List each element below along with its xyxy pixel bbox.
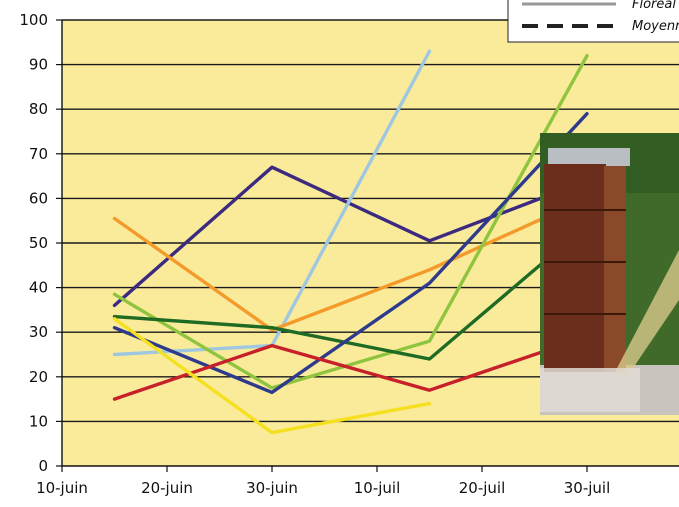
y-tick-label: 10	[29, 412, 48, 430]
x-tick-label: 20-juin	[141, 479, 193, 497]
legend: Floréal Moyenne	[507, 0, 679, 43]
y-tick-label: 0	[38, 457, 48, 475]
x-axis-ticks: 10-juin 20-juin 30-juin 10-juil 20-juil 30-ju…	[36, 466, 610, 497]
hive-roof	[548, 148, 630, 166]
series-line-7	[112, 335, 589, 401]
series-line-8	[112, 317, 432, 435]
hive-frame	[615, 250, 679, 380]
legend-box	[507, 0, 679, 43]
legend-entry-1: Floréal	[632, 0, 676, 12]
series-line-3	[112, 196, 589, 332]
y-tick-label: 100	[19, 11, 48, 29]
y-tick-label: 50	[29, 234, 48, 252]
y-tick-label: 90	[29, 56, 48, 74]
hive-body	[544, 164, 606, 372]
x-tick-label: 30-juil	[564, 479, 611, 497]
x-tick-label: 10-juil	[354, 479, 401, 497]
legend-entry-2: Moyenne	[632, 19, 679, 34]
y-axis-ticks: 0 10 20 30 40 50 60 70 80 90 100	[19, 11, 62, 475]
hive-base	[540, 368, 640, 412]
y-tick-label: 80	[29, 100, 48, 118]
x-tick-label: 10-juin	[36, 479, 88, 497]
series-line-6	[112, 111, 589, 395]
series-line-1	[112, 165, 589, 308]
y-tick-label: 20	[29, 368, 48, 386]
beehive-photo	[540, 133, 679, 415]
x-tick-label: 30-juin	[246, 479, 298, 497]
y-tick-label: 40	[29, 279, 48, 297]
x-tick-label: 20-juil	[459, 479, 506, 497]
hive-side	[604, 166, 626, 372]
y-tick-label: 70	[29, 145, 48, 163]
y-tick-label: 30	[29, 323, 48, 341]
series-line-5	[112, 223, 589, 361]
series-lines	[112, 49, 589, 435]
y-tick-label: 60	[29, 189, 48, 207]
